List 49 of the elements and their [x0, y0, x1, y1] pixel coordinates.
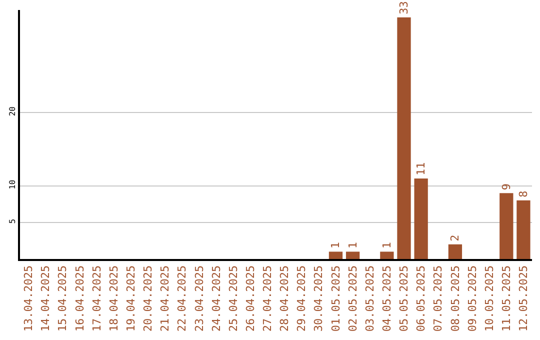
- bar: [448, 244, 462, 259]
- x-tick-label: 25.04.2025: [226, 265, 240, 332]
- x-tick-label: 24.04.2025: [210, 265, 223, 332]
- data-label: 2: [448, 234, 462, 242]
- x-tick-label: 18.04.2025: [107, 265, 120, 332]
- bar: [414, 178, 428, 259]
- x-tick-label: 04.05.2025: [380, 265, 394, 332]
- x-tick-label: 27.04.2025: [261, 265, 274, 332]
- x-tick-label: 30.04.2025: [312, 265, 326, 332]
- x-tick-label: 22.04.2025: [176, 265, 189, 332]
- bar: [397, 17, 411, 259]
- x-tick-label: 12.05.2025: [517, 265, 530, 332]
- x-tick-label: 28.04.2025: [278, 265, 292, 332]
- bar: [380, 252, 394, 259]
- x-tick-label: 11.05.2025: [500, 265, 513, 332]
- y-tick-label: 10: [8, 180, 17, 190]
- x-tick-label: 07.05.2025: [432, 265, 445, 332]
- data-label: 1: [329, 242, 342, 249]
- x-tick-label: 10.05.2025: [482, 265, 496, 332]
- y-tick-label: 5: [8, 218, 17, 224]
- x-tick-label: 21.04.2025: [158, 265, 172, 332]
- data-label: 9: [500, 183, 513, 190]
- data-label: 8: [516, 190, 530, 198]
- x-tick-label: 23.04.2025: [192, 265, 206, 332]
- x-tick-label: 15.04.2025: [56, 265, 70, 332]
- x-tick-label: 29.04.2025: [295, 265, 308, 332]
- x-tick-label: 16.04.2025: [73, 265, 86, 332]
- x-tick-label: 02.05.2025: [346, 265, 360, 332]
- bar: [516, 200, 530, 259]
- x-tick-label: 13.04.2025: [22, 265, 36, 332]
- x-tick-label: 26.04.2025: [244, 265, 257, 332]
- x-tick-label: 06.05.2025: [414, 265, 428, 332]
- x-tick-label: 08.05.2025: [448, 265, 462, 332]
- x-tick-label: 20.04.2025: [142, 265, 155, 332]
- x-tick-label: 19.04.2025: [124, 265, 138, 332]
- x-tick-label: 17.04.2025: [90, 265, 104, 332]
- data-label: 1: [380, 242, 394, 249]
- data-label: 1: [346, 242, 360, 249]
- bar: [328, 252, 343, 259]
- x-tick-label: 01.05.2025: [329, 265, 342, 332]
- bar: [500, 193, 514, 259]
- y-tick-label: 20: [8, 106, 17, 116]
- data-label: 33: [398, 1, 410, 14]
- x-tick-label: 05.05.2025: [398, 265, 411, 332]
- bar: [346, 252, 360, 259]
- x-tick-label: 03.05.2025: [363, 265, 376, 332]
- x-tick-label: 14.04.2025: [39, 265, 52, 332]
- x-tick-label: 09.05.2025: [466, 265, 479, 332]
- data-label: 11: [414, 162, 428, 176]
